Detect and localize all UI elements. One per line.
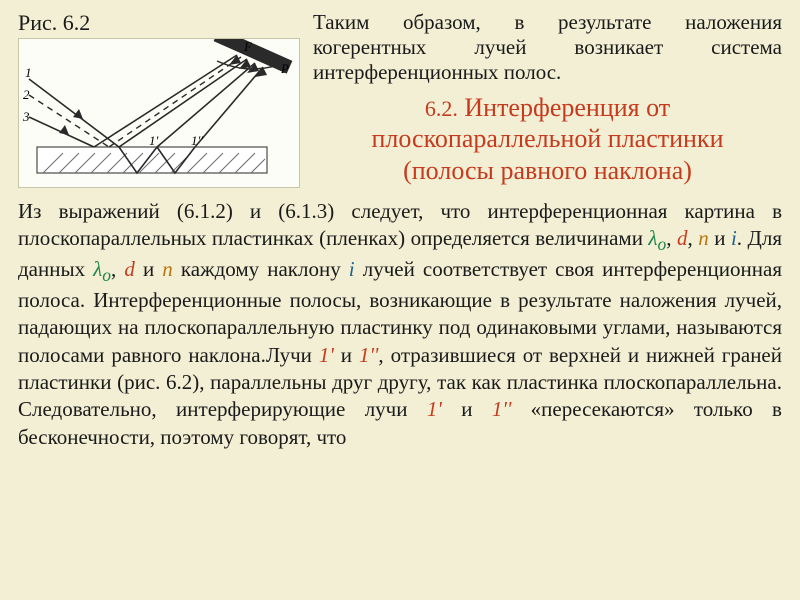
sym-lambda0-1: λо: [648, 226, 666, 250]
sym-lambda0-2: λо: [93, 257, 111, 281]
sym-r1p-2: 1': [427, 397, 442, 421]
body-seg-c: каждому наклону: [173, 257, 349, 281]
figure-caption: Рис. 6.2: [18, 10, 303, 36]
label-P: P: [280, 61, 289, 76]
section-title-line1: Интерференция от: [464, 93, 670, 122]
label-ray1pp: 1'': [191, 133, 203, 148]
sym-r1p-1: 1': [319, 343, 334, 367]
figure-diagram: F P: [18, 38, 300, 188]
body-paragraph: Из выражений (6.1.2) и (6.1.3) следует, …: [18, 198, 782, 451]
intro-paragraph: Таким образом, в результате наложения ко…: [313, 10, 782, 86]
label-ray1p: 1': [149, 133, 159, 148]
label-ray3: 3: [22, 109, 30, 124]
sym-d-1: d: [677, 226, 688, 250]
sym-d-2: d: [124, 257, 135, 281]
section-title-line3: (полосы равного наклона): [403, 156, 692, 185]
sym-r1pp-2: 1'': [492, 397, 511, 421]
figure-block: Рис. 6.2 F P: [18, 10, 303, 188]
sym-r1pp-1: 1'': [359, 343, 378, 367]
section-title: 6.2. Интерференция от плоскопараллельной…: [313, 92, 782, 187]
label-F: F: [243, 39, 253, 54]
sym-n-1: n: [698, 226, 709, 250]
sym-n-2: n: [162, 257, 173, 281]
label-ray2: 2: [23, 87, 30, 102]
section-title-line2: плоскопараллельной пластинки: [372, 124, 724, 153]
section-number: 6.2.: [425, 96, 458, 121]
label-ray1: 1: [25, 65, 32, 80]
